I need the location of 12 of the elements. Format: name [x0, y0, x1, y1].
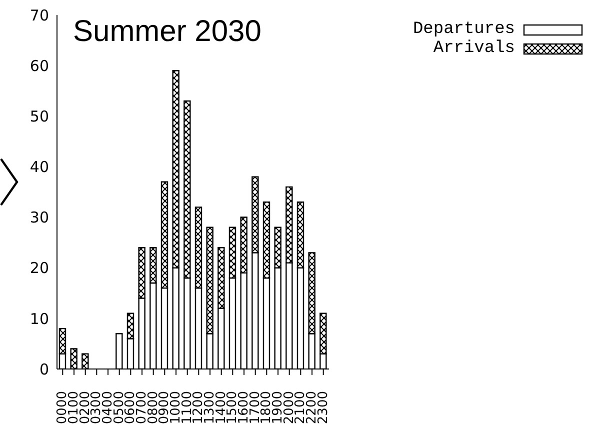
y-tick-label: 40: [30, 158, 49, 176]
x-tick-label: 2300: [316, 391, 331, 424]
y-tick-label: 60: [30, 56, 49, 75]
legend-label: Arrivals: [433, 39, 515, 58]
y-tick-label: 0: [39, 360, 49, 378]
y-tick-label: 50: [30, 107, 49, 126]
y-tick-label: 30: [30, 208, 49, 227]
legend-label: Departures: [412, 20, 515, 39]
y-tick-label: 10: [30, 310, 49, 328]
y-tick-label: 70: [30, 6, 49, 24]
chart-title: Summer 2030: [73, 15, 262, 49]
y-tick-label: 20: [30, 259, 49, 278]
